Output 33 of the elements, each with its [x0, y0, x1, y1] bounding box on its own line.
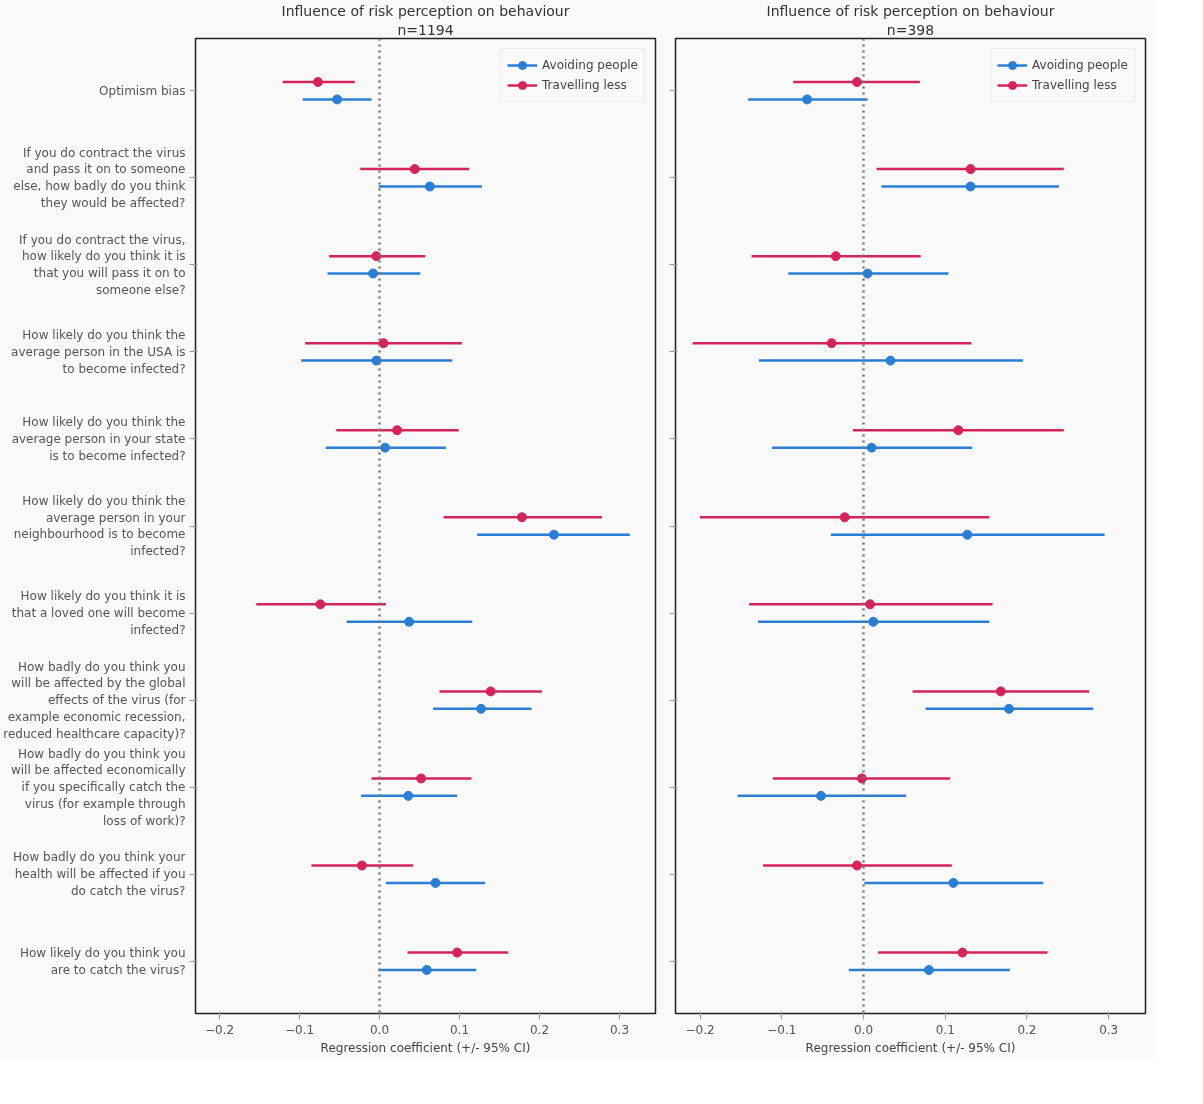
- y-tick-label: How likely do you think you are to catch the virus?: [19, 945, 186, 977]
- legend-label: Travelling less: [1032, 78, 1117, 92]
- legend-label: Avoiding people: [1032, 58, 1128, 72]
- x-tick-label: −0.2: [685, 1022, 715, 1037]
- x-tick-label: 0.2: [1017, 1022, 1037, 1037]
- legend-label: Avoiding people: [542, 58, 638, 72]
- x-tick-label: 0.2: [529, 1022, 550, 1037]
- x-tick-label: 0.3: [609, 1022, 630, 1037]
- y-tick-label: Optimism bias: [99, 83, 186, 98]
- x-tick-label: 0.3: [1099, 1022, 1119, 1037]
- y-tick-label: How badly do you think you will be affected economically if you specifically catch the virus (for example through loss of work)?: [10, 746, 186, 828]
- y-tick-label: How likely do you think the average person in your state is to become infected?: [11, 415, 186, 463]
- y-tick-label: If you do contract the virus and pass it on to someone else, how badly do you think they would be affected?: [13, 145, 186, 210]
- x-tick-label: 0.0: [853, 1022, 874, 1037]
- y-tick-label: How badly do you think you will be affected by the global effects of the virus (for example economic recession, reduced healthcare capacity)?: [3, 659, 186, 741]
- chart-title: Influence of risk perception on behaviour: [766, 2, 1055, 19]
- x-tick-label: −0.1: [284, 1022, 315, 1037]
- y-tick-label: How likely do you think the average person in the USA is to become infected?: [11, 328, 186, 376]
- chart-subtitle: n=398: [886, 21, 935, 38]
- x-tick-label: −0.1: [767, 1022, 797, 1037]
- x-tick-label: 0.1: [449, 1022, 470, 1037]
- y-tick-label: How likely do you think the average person in your neighbourhood is to become infected?: [13, 493, 186, 559]
- x-tick-label: 0.1: [935, 1022, 955, 1037]
- y-tick-label: How likely do you think it is that a loved one will become infected?: [11, 589, 186, 637]
- x-axis-title: Regression coefficient (+/- 95% CI): [320, 1040, 531, 1055]
- x-tick-label: 0.0: [369, 1022, 390, 1037]
- legend-label: Travelling less: [542, 78, 627, 92]
- chart-title: Influence of risk perception on behaviour: [281, 2, 570, 19]
- y-tick-label: If you do contract the virus, how likely do you think it is that you will pass it on to someone else?: [19, 232, 186, 298]
- x-axis-title: Regression coefficient (+/- 95% CI): [805, 1040, 1016, 1055]
- chart-subtitle: n=1194: [397, 21, 454, 38]
- y-tick-label: How badly do you think your health will be affected if you do catch the virus?: [13, 850, 186, 899]
- x-tick-label: −0.2: [204, 1022, 235, 1037]
